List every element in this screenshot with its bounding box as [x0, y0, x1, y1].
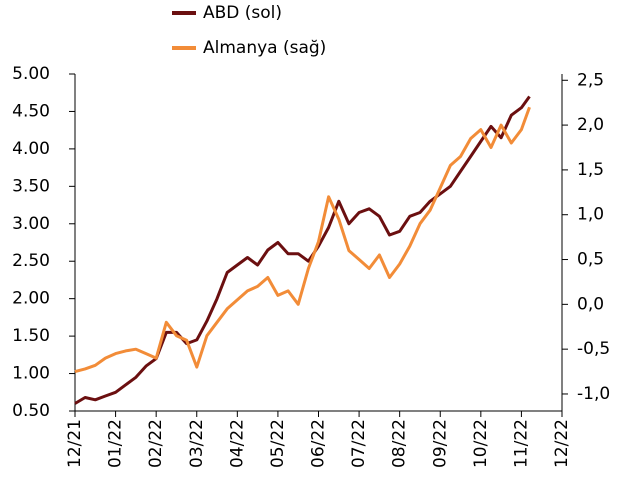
x-tick-label: 12/21: [65, 419, 85, 468]
series-line: [74, 95, 531, 405]
y2-tick-label: 0,0: [577, 294, 604, 314]
series-line: [74, 106, 531, 374]
y-tick-label: 3.50: [12, 176, 50, 196]
x-tick-label: 11/22: [511, 419, 531, 468]
y2-tick-label: -0,5: [577, 339, 610, 359]
x-tick-label: 03/22: [187, 419, 207, 468]
x-tick-label: 10/22: [471, 419, 491, 468]
y-tick-label: 2.00: [12, 289, 50, 309]
y2-tick-label: -1,0: [577, 384, 610, 404]
x-tick-label: 08/22: [390, 419, 410, 468]
y-tick-label: 1.00: [12, 364, 50, 384]
x-tick-label: 06/22: [309, 419, 329, 468]
y-tick-label: 0.50: [12, 401, 50, 421]
x-tick-label: 02/22: [146, 419, 166, 468]
legend-label: Almanya (sağ): [203, 38, 326, 58]
x-tick-label: 09/22: [430, 419, 450, 468]
legend-label: ABD (sol): [203, 3, 282, 23]
x-tick-label: 04/22: [227, 419, 247, 468]
y-tick-label: 4.00: [12, 139, 50, 159]
y-tick-label: 2.50: [12, 251, 50, 271]
y2-tick-label: 0,5: [577, 250, 604, 270]
y-tick-label: 3.00: [12, 214, 50, 234]
x-tick-label: 12/22: [552, 419, 572, 468]
x-tick-label: 05/22: [268, 419, 288, 468]
y-tick-label: 4.50: [12, 101, 50, 121]
y-tick-label: 1.50: [12, 326, 50, 346]
x-tick-label: 07/22: [349, 419, 369, 468]
y2-tick-label: 1,0: [577, 205, 604, 225]
y2-tick-label: 1,5: [577, 160, 604, 180]
y-tick-label: 5.00: [12, 64, 50, 84]
y2-tick-label: 2,5: [577, 70, 604, 90]
y2-tick-label: 2,0: [577, 115, 604, 135]
x-tick-label: 01/22: [106, 419, 126, 468]
